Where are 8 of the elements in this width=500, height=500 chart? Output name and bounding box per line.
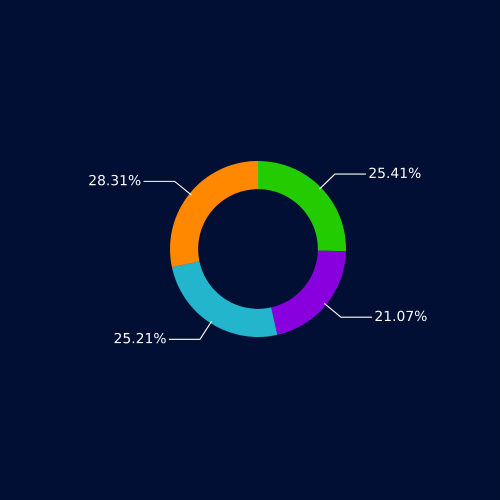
data-label: 25.21% xyxy=(114,332,166,344)
donut-slice xyxy=(258,161,346,252)
data-label: 21.07% xyxy=(375,310,427,322)
data-label: 25.41% xyxy=(369,168,421,178)
donut-slice xyxy=(172,261,278,337)
donut-slice xyxy=(170,161,258,268)
data-label: 28.31% xyxy=(89,174,140,186)
donut-slice xyxy=(271,250,346,335)
